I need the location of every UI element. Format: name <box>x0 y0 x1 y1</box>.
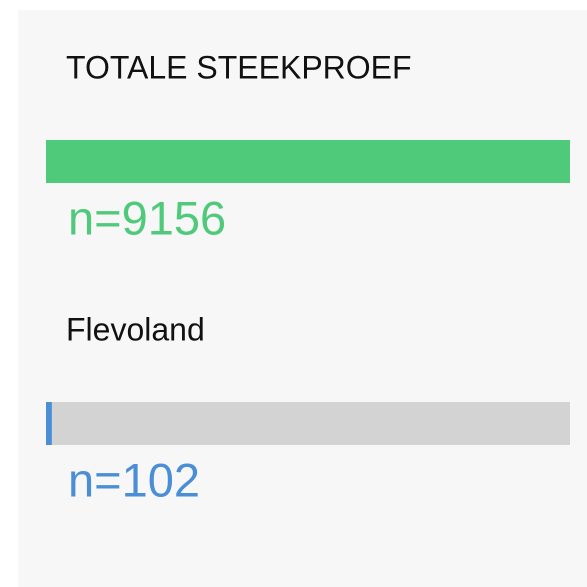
bar <box>46 140 570 183</box>
sample-size-label: n=9156 <box>68 191 226 244</box>
bar <box>46 402 52 445</box>
section-title: Flevoland <box>66 311 205 347</box>
section-title: TOTALE STEEKPROEF <box>66 49 412 85</box>
panel-background <box>18 10 587 587</box>
bar-track <box>46 402 570 445</box>
sample-size-label: n=102 <box>68 453 200 506</box>
